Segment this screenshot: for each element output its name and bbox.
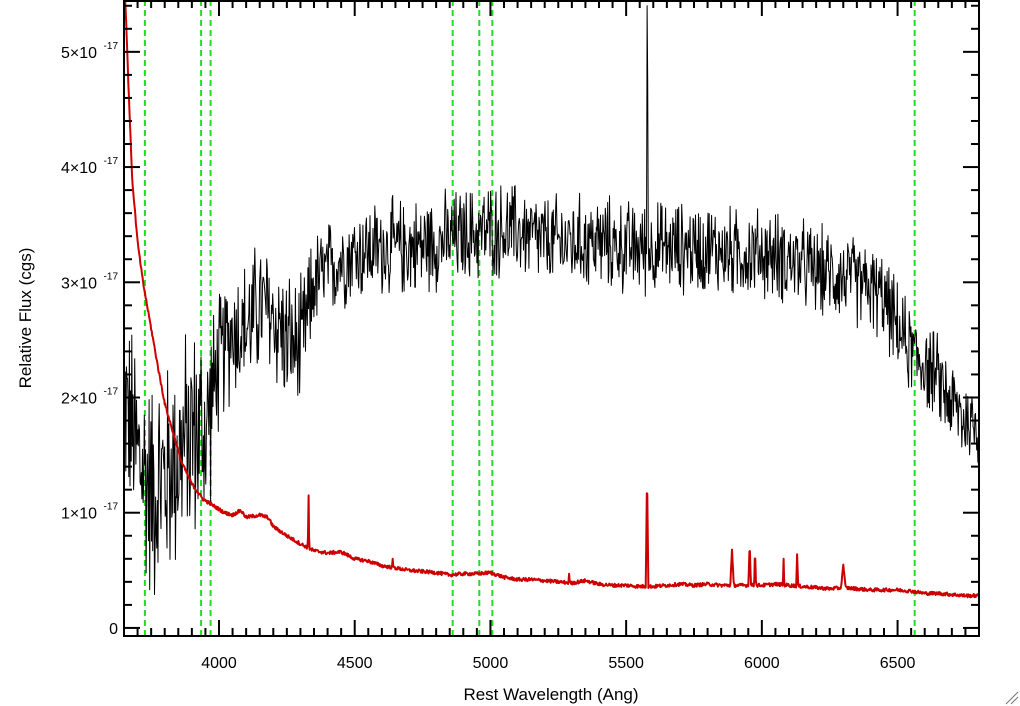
y-tick-label: 2×10: [61, 391, 97, 408]
x-axis-label: Rest Wavelength (Ang): [463, 685, 638, 704]
y-tick-label: 0: [109, 621, 118, 638]
y-tick-exponent: -17: [104, 387, 119, 398]
x-tick-label: 5500: [608, 655, 644, 672]
y-tick-exponent: -17: [104, 502, 119, 513]
x-tick-labels: 4000 4500 5000 5500 6000 6500: [201, 655, 915, 672]
y-tick-label: 4×10: [61, 160, 97, 177]
y-tick-exponent: -17: [104, 156, 119, 167]
y-tick-exponent: -17: [104, 271, 119, 282]
reference-lines: [143, 0, 916, 636]
y-axis-label: Relative Flux (cgs): [16, 248, 35, 389]
x-tick-label: 4000: [201, 655, 237, 672]
x-tick-label: 5000: [473, 655, 509, 672]
series-layer: [123, 0, 980, 599]
axis-ticks: [123, 0, 980, 636]
x-tick-label: 6000: [744, 655, 780, 672]
model-series-line: [123, 0, 980, 599]
plot-frame: [123, 0, 980, 637]
y-tick-labels: 0 -17 1×10 -17 2×10 -17 3×10 -17 4×10 -17 5×10: [61, 41, 118, 638]
y-tick-label: 1×10: [61, 506, 97, 523]
resize-grip-icon[interactable]: [1005, 691, 1019, 705]
x-tick-label: 4500: [337, 655, 373, 672]
y-tick-label: 3×10: [61, 275, 97, 292]
y-tick-exponent: -17: [104, 41, 119, 52]
y-tick-label: 5×10: [61, 45, 97, 62]
spectrum-series-line: [123, 5, 979, 595]
x-tick-label: 6500: [880, 655, 916, 672]
